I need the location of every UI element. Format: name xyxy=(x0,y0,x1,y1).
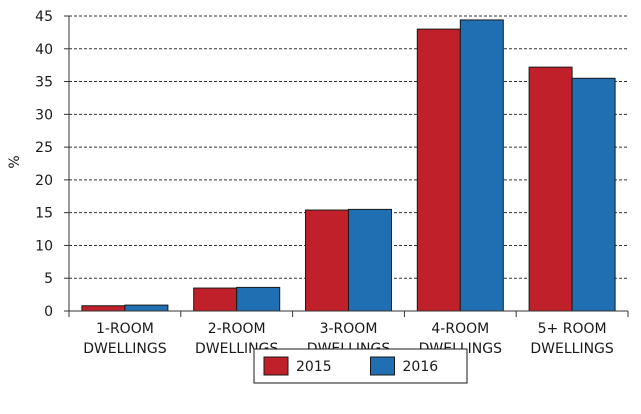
y-tick-labels: 0 5 10 15 20 25 30 35 40 45 xyxy=(35,9,53,320)
legend-swatch-2016 xyxy=(370,356,395,376)
x-tick-label: DWELLINGS xyxy=(530,341,614,357)
y-tick-label: 25 xyxy=(35,140,53,156)
x-tick-label: 1-ROOM xyxy=(96,321,154,337)
x-tick-label: 4-ROOM xyxy=(431,321,489,337)
bar-2016 xyxy=(348,208,392,312)
bar-2015 xyxy=(528,66,573,312)
axes xyxy=(64,15,629,317)
legend-label: 2016 xyxy=(403,359,439,375)
y-tick-label: 30 xyxy=(35,107,53,123)
bar-2016 xyxy=(459,19,504,312)
y-tick-label: 5 xyxy=(44,271,53,287)
bar-2016 xyxy=(236,286,281,312)
y-tick-label: 0 xyxy=(44,304,53,320)
y-tick-label: 20 xyxy=(35,173,53,189)
bar-2016 xyxy=(124,304,169,312)
y-tick-label: 15 xyxy=(35,206,53,222)
bar-2015 xyxy=(416,28,461,312)
bar-2015 xyxy=(193,287,238,312)
y-tick-label: 40 xyxy=(35,42,53,58)
x-tick-label: 3-ROOM xyxy=(320,321,378,337)
y-tick-label: 45 xyxy=(35,9,53,25)
x-tick-label: 5+ ROOM xyxy=(538,321,607,337)
y-axis-label: % xyxy=(7,155,23,168)
bar-2015 xyxy=(305,209,349,312)
legend-box xyxy=(253,348,468,384)
x-tick-label: 2-ROOM xyxy=(208,321,266,337)
y-tick-label: 10 xyxy=(35,238,53,254)
x-tick-label: DWELLINGS xyxy=(83,341,167,357)
legend-label: 2015 xyxy=(296,359,332,375)
bar-2015 xyxy=(81,305,126,312)
bar-2016 xyxy=(571,77,616,312)
legend: 2015 2016 xyxy=(253,348,468,384)
bars xyxy=(81,19,616,312)
y-tick-label: 35 xyxy=(35,75,53,91)
legend-swatch-2015 xyxy=(263,356,289,376)
